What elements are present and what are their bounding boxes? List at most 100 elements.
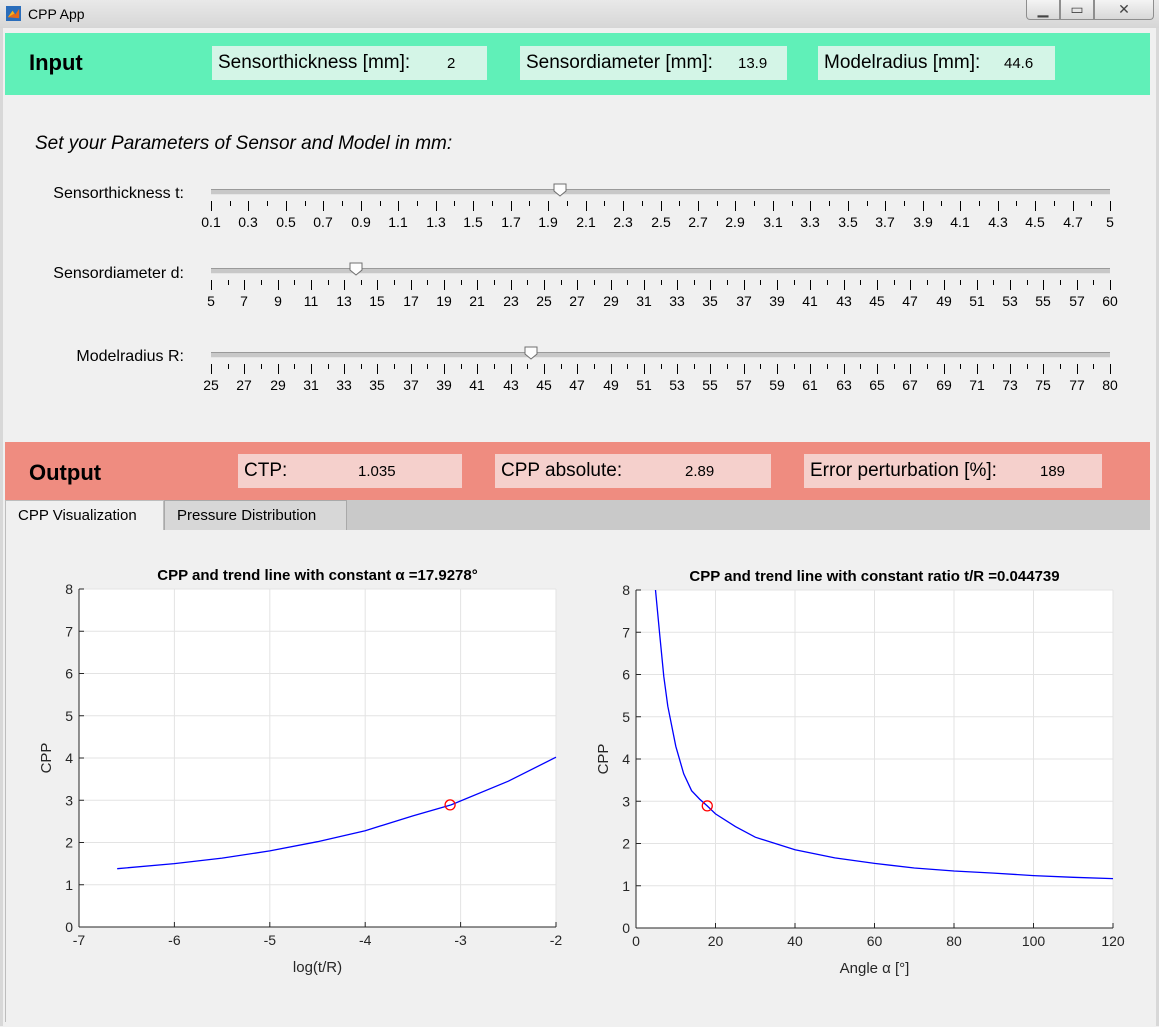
tab-cpp-visualization[interactable]: CPP Visualization: [5, 500, 164, 530]
major-tick: [211, 201, 212, 211]
modelradius-label: Modelradius [mm]:: [824, 52, 981, 73]
minor-tick: [794, 280, 795, 285]
tick-label: 43: [836, 293, 852, 309]
major-tick: [923, 201, 924, 211]
x-tick-label: 100: [1022, 933, 1046, 949]
tick-label: 4.5: [1025, 214, 1045, 230]
trend-line-series: [117, 756, 557, 870]
tick-label: 1.9: [538, 214, 558, 230]
x-tick-label: 40: [787, 933, 803, 949]
minor-tick: [827, 364, 828, 369]
minor-tick: [527, 364, 528, 369]
chart-title: CPP and trend line with constant α =17.9…: [157, 567, 477, 584]
tick-label: 69: [936, 377, 952, 393]
major-tick: [473, 201, 474, 211]
minor-tick: [661, 280, 662, 285]
modelradius-value: 44.6: [1004, 55, 1034, 72]
tick-label: 4.7: [1063, 214, 1083, 230]
major-tick: [744, 364, 745, 374]
major-tick: [1073, 201, 1074, 211]
tick-label: 25: [203, 377, 219, 393]
major-tick: [1043, 364, 1044, 374]
sensordiameter-display: Sensordiameter [mm]: 13.9: [520, 46, 787, 80]
minor-tick: [927, 364, 928, 369]
y-tick-label: 5: [622, 709, 630, 725]
tick-label: 29: [603, 293, 619, 309]
y-axis-label: CPP: [595, 744, 612, 775]
error-perturbation-display: Error perturbation [%]: 189: [804, 454, 1102, 488]
modelradius-display: Modelradius [mm]: 44.6: [818, 46, 1055, 80]
major-tick: [710, 364, 711, 374]
major-tick: [777, 280, 778, 290]
minor-tick: [529, 201, 530, 206]
tick-label: 35: [702, 293, 718, 309]
tick-label: 37: [403, 377, 419, 393]
window-titlebar: CPP App ▁ ▭ ✕: [0, 0, 1159, 29]
x-tick-label: 0: [632, 933, 640, 949]
parameters-heading: Set your Parameters of Sensor and Model …: [35, 133, 453, 154]
major-tick: [1110, 201, 1111, 211]
modelradius-r-slider-thumb[interactable]: [524, 346, 538, 360]
major-tick: [1077, 364, 1078, 374]
major-tick: [677, 280, 678, 290]
minor-tick: [604, 201, 605, 206]
major-tick: [1010, 280, 1011, 290]
tick-label: 27: [569, 293, 585, 309]
minor-tick: [261, 364, 262, 369]
minor-tick: [561, 280, 562, 285]
minor-tick: [679, 201, 680, 206]
tick-label: 25: [536, 293, 552, 309]
modelradius-r-slider-track[interactable]: [211, 352, 1110, 358]
close-button[interactable]: ✕: [1094, 0, 1154, 20]
minor-tick: [461, 364, 462, 369]
y-tick-label: 7: [622, 624, 630, 640]
output-title: Output: [29, 460, 102, 485]
tick-label: 3.1: [763, 214, 783, 230]
minor-tick: [454, 201, 455, 206]
major-tick: [278, 280, 279, 290]
sensorthickness-t-slider-track[interactable]: [211, 189, 1110, 195]
maximize-button[interactable]: ▭: [1060, 0, 1094, 20]
sensordiameter-d-slider-track[interactable]: [211, 268, 1110, 274]
sensorthickness-t-slider-label: Sensorthickness t:: [53, 185, 184, 202]
major-tick: [611, 280, 612, 290]
tick-label: 31: [303, 377, 319, 393]
x-tick-label: 60: [867, 933, 883, 949]
major-tick: [244, 364, 245, 374]
major-tick: [977, 364, 978, 374]
tick-label: 71: [969, 377, 985, 393]
tick-label: 33: [336, 377, 352, 393]
tick-label: 5: [207, 293, 215, 309]
tick-label: 80: [1102, 377, 1118, 393]
minor-tick: [642, 201, 643, 206]
major-tick: [511, 201, 512, 211]
error-perturbation-value: 189: [1040, 463, 1066, 480]
tick-label: 9: [274, 293, 282, 309]
major-tick: [644, 364, 645, 374]
major-tick: [377, 280, 378, 290]
cpp-absolute-display: CPP absolute: 2.89: [495, 454, 771, 488]
x-tick-label: -4: [359, 932, 372, 948]
minimize-button[interactable]: ▁: [1026, 0, 1060, 20]
minor-tick: [760, 280, 761, 285]
tick-label: 11: [303, 293, 319, 309]
major-tick: [877, 364, 878, 374]
y-tick-label: 1: [622, 878, 630, 894]
sensordiameter-d-slider-thumb[interactable]: [349, 262, 363, 276]
major-tick: [511, 364, 512, 374]
y-tick-label: 5: [65, 708, 73, 724]
sensordiameter-value: 13.9: [738, 55, 768, 72]
major-tick: [944, 280, 945, 290]
tab-pressure-distribution[interactable]: Pressure Distribution: [164, 500, 347, 530]
major-tick: [344, 280, 345, 290]
minor-tick: [394, 364, 395, 369]
y-tick-label: 7: [65, 623, 73, 639]
sensorthickness-t-slider-thumb[interactable]: [553, 183, 567, 197]
minor-tick: [993, 280, 994, 285]
minor-tick: [1016, 201, 1017, 206]
major-tick: [810, 280, 811, 290]
major-tick: [286, 201, 287, 211]
tick-label: 55: [1035, 293, 1051, 309]
tick-label: 2.7: [688, 214, 708, 230]
tick-label: 3.7: [875, 214, 895, 230]
